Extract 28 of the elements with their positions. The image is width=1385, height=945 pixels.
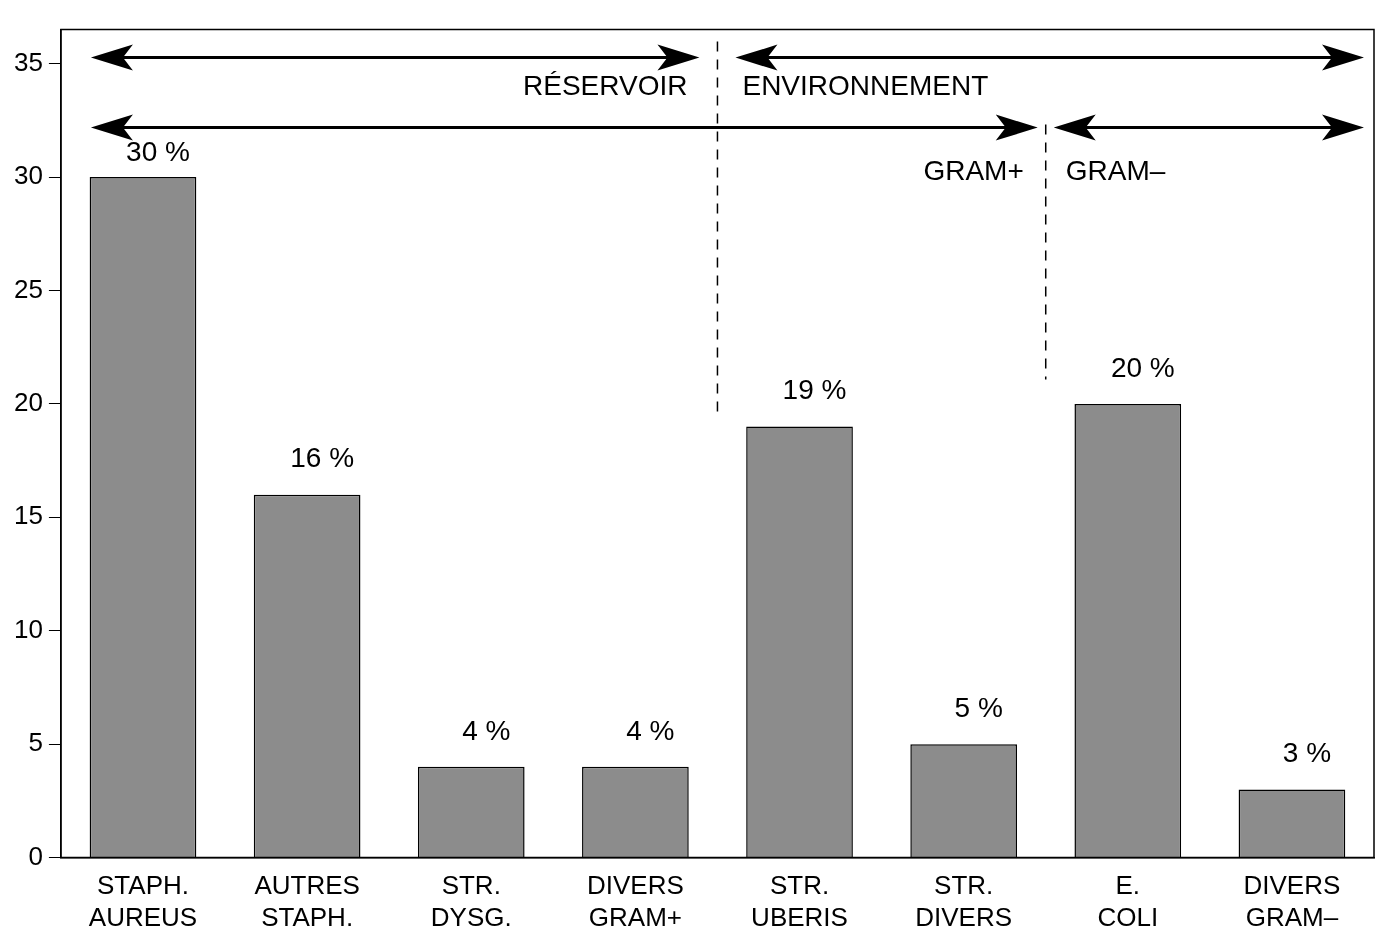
x-tick-label: DIVERS GRAM– [1243,870,1341,932]
data-label: 19 % [782,374,847,406]
data-label: 5 % [954,691,1003,723]
y-tick-label: 0 [28,840,43,871]
x-tick-label: STR. DIVERS [915,870,1013,932]
y-tick-label: 15 [14,500,43,531]
annotation: GRAM+ [923,154,1024,187]
y-tick-label: 30 [14,160,43,191]
data-label: 20 % [1110,351,1175,383]
y-tick-label: 25 [14,273,43,304]
annotation: ENVIRONNEMENT [742,69,989,102]
x-tick-label: STR. UBERIS [751,870,848,932]
x-tick-label: STR. DYSG. [430,870,512,932]
data-label: 4 % [462,714,511,746]
x-tick-label: E. COLI [1097,870,1159,932]
y-tick-label: 35 [14,46,43,77]
x-tick-label: AUTRES STAPH. [254,870,360,932]
data-label: 3 % [1282,737,1332,769]
y-tick-label: 5 [28,727,43,758]
data-label: 4 % [626,714,675,746]
annotation: GRAM– [1065,154,1166,187]
data-label: 16 % [290,442,355,474]
data-label: 30 % [126,135,190,167]
annotation: RÉSERVOIR [523,69,688,102]
y-tick-label: 20 [14,387,43,418]
x-tick-label: STAPH. AUREUS [88,870,198,932]
y-tick-label: 10 [14,613,43,644]
x-tick-label: DIVERS GRAM+ [586,870,684,932]
